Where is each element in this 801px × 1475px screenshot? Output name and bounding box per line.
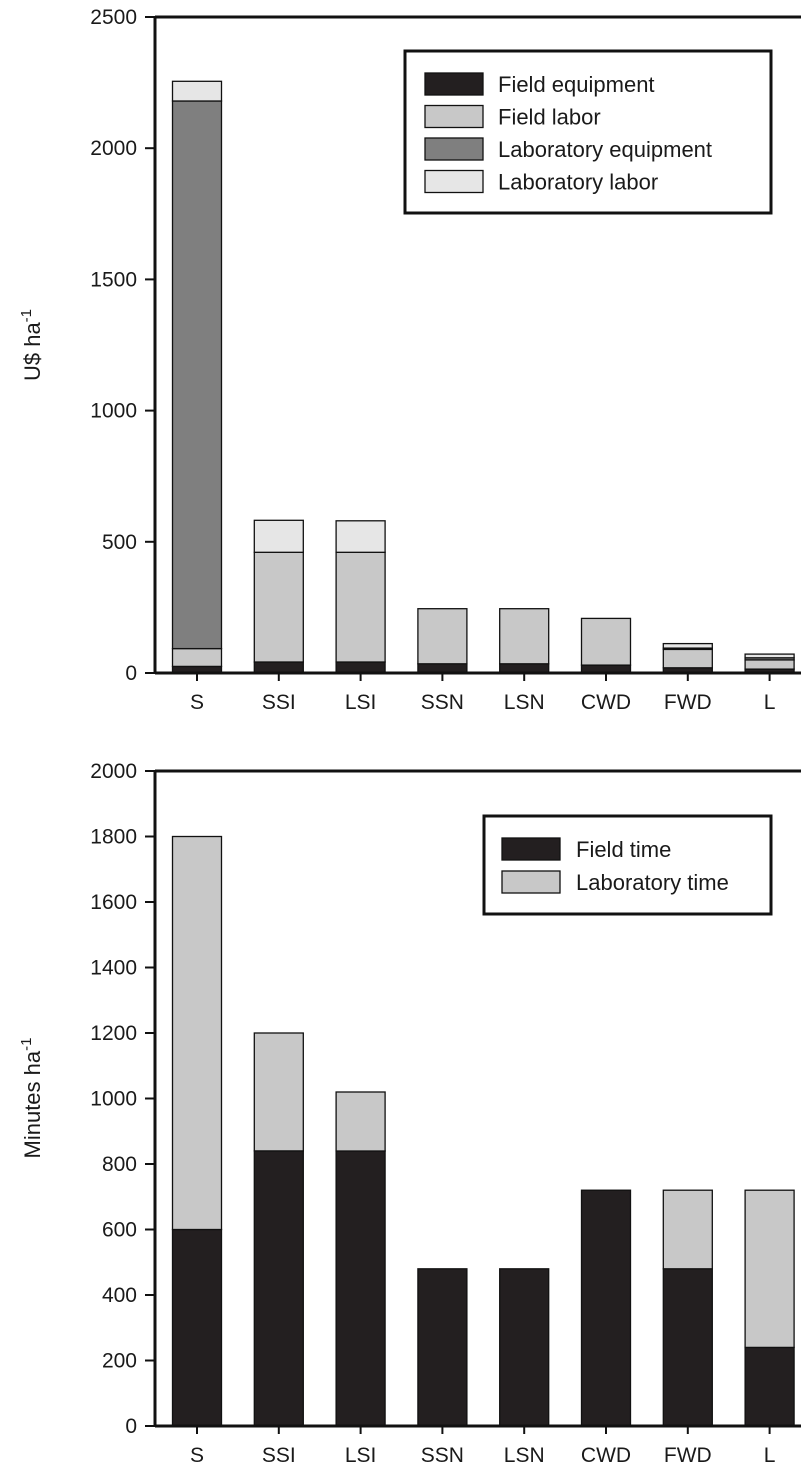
chart2-bar-lsn-series-1 <box>499 1268 550 1427</box>
chart1-y-tick-label: 1500 <box>90 268 137 291</box>
chart1-bar-s-series-3 <box>171 100 223 650</box>
chart2-y-axis-title: Minutes ha-1 <box>18 1038 45 1159</box>
chart1-y-tick-label: 2000 <box>90 137 137 160</box>
chart1-x-tick-label: LSN <box>504 691 545 714</box>
chart1-bar-lsi-series-4 <box>335 520 386 553</box>
chart1-bar-s-series-4 <box>171 80 223 102</box>
chart2-bar-l-series-2 <box>744 1189 795 1349</box>
chart2-bar-lsi-series-2 <box>335 1091 386 1152</box>
chart1-x-tick-label: SSN <box>421 691 464 714</box>
chart2-y-tick-label: 1000 <box>90 1088 137 1111</box>
chart1-y-axis-title-superscript: -1 <box>18 309 35 322</box>
chart1-legend-label-4: Laboratory labor <box>498 170 658 195</box>
chart1-y-axis-title-text: U$ ha <box>20 322 45 381</box>
time-chart: S SSI LSI SSN LSN CWD FWD L 0 200 400 600 800 1000 120… <box>18 760 801 1467</box>
chart1-y-tick-label: 500 <box>102 531 137 554</box>
chart2-bar-fwd-series-1 <box>662 1268 713 1427</box>
chart1-bar-lsn-series-2 <box>499 608 550 665</box>
chart1-x-tick-label: CWD <box>581 691 631 714</box>
cost-chart: S SSI LSI SSN LSN CWD FWD L 0 500 1000 1500 2000 2500… <box>18 6 801 714</box>
chart2-bar-lsi-series-1 <box>335 1150 386 1427</box>
chart1-legend-swatch-1 <box>424 72 484 96</box>
chart2-y-axis-title-text: Minutes ha <box>20 1050 45 1158</box>
chart1-x-tick-label: FWD <box>664 691 712 714</box>
chart2-bar-ssi-series-1 <box>253 1150 304 1427</box>
chart2-bar-fwd-series-2 <box>662 1189 713 1270</box>
chart2-x-tick-label: LSN <box>504 1444 545 1467</box>
chart1-y-axis-title: U$ ha-1 <box>18 309 45 381</box>
chart1-legend-label-3: Laboratory equipment <box>498 137 712 162</box>
chart1-bar-ssi-series-4 <box>253 519 304 553</box>
chart1-legend-label-2: Field labor <box>498 105 601 130</box>
chart1-bar-ssi-series-2 <box>253 551 304 663</box>
chart1-y-tick-label: 2500 <box>90 6 137 29</box>
chart1-bar-ssi-series-1 <box>253 661 304 674</box>
chart2-bar-cwd-series-1 <box>580 1189 632 1427</box>
chart2-legend-box <box>482 814 773 916</box>
chart1-y-tick-label: 1000 <box>90 400 137 423</box>
chart1-bar-lsi-series-1 <box>335 661 386 674</box>
chart1-x-tick-label: L <box>764 691 776 714</box>
chart1-bar-l-series-4 <box>744 653 795 659</box>
chart2-legend-label-2: Laboratory time <box>576 870 729 895</box>
chart1-x-tick-label: SSI <box>262 691 296 714</box>
chart2-x-tick-label: SSN <box>421 1444 464 1467</box>
chart1-y-tick-label: 0 <box>125 662 137 685</box>
chart2-x-tick-label: LSI <box>345 1444 377 1467</box>
chart2-y-tick-label: 800 <box>102 1153 137 1176</box>
chart2-y-axis-title-superscript: -1 <box>18 1038 35 1051</box>
chart1-bar-ssn-series-2 <box>417 608 468 665</box>
chart1-legend-swatch-4 <box>424 169 484 194</box>
chart2-bar-s-series-1 <box>171 1228 223 1427</box>
chart2-x-tick-label: L <box>764 1444 776 1467</box>
chart1-legend-label-1: Field equipment <box>498 72 655 97</box>
chart2-y-tick-label: 0 <box>125 1415 137 1438</box>
chart1-x-tick-label: LSI <box>345 691 377 714</box>
chart2-legend-swatch-2 <box>501 870 561 894</box>
chart1-bar-fwd-series-4 <box>662 642 713 649</box>
chart1-legend-swatch-3 <box>424 137 484 161</box>
chart1-legend-swatch-2 <box>424 104 484 129</box>
chart1-bar-l-series-2 <box>744 659 795 670</box>
chart2-y-tick-label: 1600 <box>90 891 137 914</box>
chart2-y-tick-label: 400 <box>102 1284 137 1307</box>
chart2-bar-ssn-series-1 <box>417 1268 468 1427</box>
chart1-bar-fwd-series-2 <box>662 648 713 669</box>
chart2-x-tick-label: FWD <box>664 1444 712 1467</box>
chart1-bar-s-series-2 <box>171 647 223 668</box>
chart2-y-tick-label: 600 <box>102 1219 137 1242</box>
chart2-legend-swatch-1 <box>501 837 561 861</box>
chart1-x-tick-label: S <box>190 691 204 714</box>
chart2-x-tick-label: CWD <box>581 1444 631 1467</box>
chart2-y-tick-label: 1800 <box>90 826 137 849</box>
chart2-x-tick-label: S <box>190 1444 204 1467</box>
chart1-bar-cwd-series-2 <box>580 617 632 666</box>
chart1-bar-lsi-series-2 <box>335 551 386 663</box>
chart2-legend-label-1: Field time <box>576 837 671 862</box>
chart1-legend: Field equipment Field labor Laboratory equ… <box>403 49 773 215</box>
chart2-bar-ssi-series-2 <box>253 1032 304 1152</box>
chart2-y-tick-label: 1200 <box>90 1022 137 1045</box>
chart2-y-tick-label: 200 <box>102 1350 137 1373</box>
chart2-legend: Field time Laboratory time <box>482 814 773 916</box>
chart2-bar-l-series-1 <box>744 1346 795 1427</box>
chart2-bar-s-series-2 <box>171 835 223 1231</box>
chart2-y-tick-label: 1400 <box>90 957 137 980</box>
chart2-y-tick-label: 2000 <box>90 760 137 783</box>
chart2-x-tick-label: SSI <box>262 1444 296 1467</box>
